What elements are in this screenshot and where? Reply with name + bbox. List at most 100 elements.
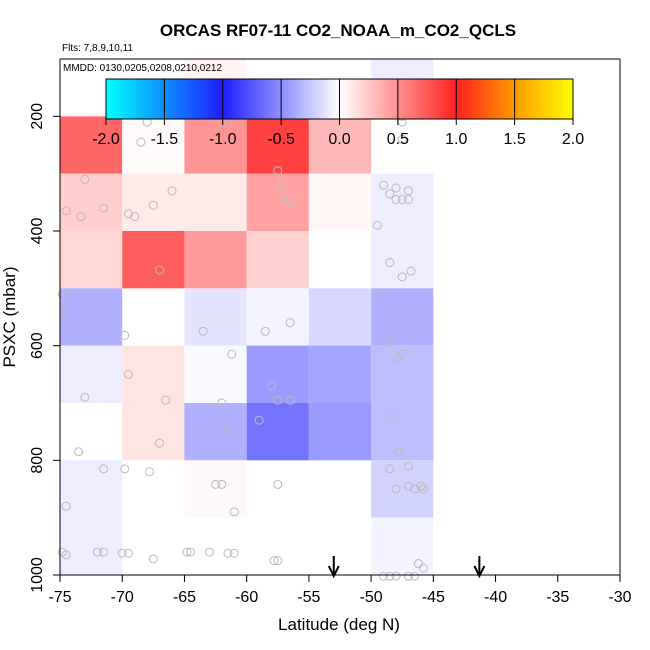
colorbar-ticks: -2.0 -1.5 -1.0 -0.5 0.0 0.5 1.0 1.5 2.0 xyxy=(92,79,584,148)
data-point xyxy=(204,547,214,557)
heatmap-cell xyxy=(308,345,372,403)
x-tick-label: -45 xyxy=(422,589,445,606)
data-point xyxy=(285,318,295,328)
heatmap-cell xyxy=(122,403,185,461)
heatmap-cell xyxy=(60,517,123,575)
colorbar-tick-label: 0.0 xyxy=(328,131,350,148)
data-point xyxy=(136,137,146,147)
data-point xyxy=(372,220,382,230)
data-point xyxy=(61,309,71,319)
data-point xyxy=(80,392,90,402)
data-point xyxy=(391,571,401,581)
heatmap-cell xyxy=(246,231,309,289)
data-point xyxy=(227,349,237,359)
data-point xyxy=(273,166,283,176)
heatmap-cell xyxy=(60,460,123,518)
data-point xyxy=(57,289,67,299)
data-point xyxy=(391,484,401,494)
heatmap-cell xyxy=(308,288,372,346)
x-tick-label: -65 xyxy=(173,589,196,606)
arrow-head xyxy=(327,565,340,579)
data-point xyxy=(186,547,196,557)
arrows-layer xyxy=(327,556,486,579)
data-point xyxy=(410,571,420,581)
data-point xyxy=(229,548,239,558)
data-point xyxy=(167,186,177,196)
heatmap-cell xyxy=(60,173,123,231)
data-point xyxy=(397,349,407,359)
arrow-head xyxy=(473,565,486,579)
data-point xyxy=(123,369,133,379)
heatmap-cell xyxy=(60,231,123,289)
data-point xyxy=(217,398,227,408)
colorbar-tick-label: 1.0 xyxy=(445,131,467,148)
data-point xyxy=(61,501,71,511)
data-point xyxy=(145,467,155,477)
data-point xyxy=(99,464,109,474)
heatmap-cell xyxy=(371,460,434,518)
colorbar: -2.0 -1.5 -1.0 -0.5 0.0 0.5 1.0 1.5 2.0 xyxy=(92,78,584,148)
heatmap-cell xyxy=(371,517,434,575)
data-point xyxy=(61,206,71,216)
y-axis-label: PSXC (mbar) xyxy=(0,266,19,367)
data-point xyxy=(123,548,133,558)
heatmap-cell xyxy=(122,173,185,231)
heatmap-cell xyxy=(371,173,434,231)
heatmap-cell xyxy=(60,116,123,174)
data-point xyxy=(413,559,423,569)
data-point xyxy=(99,203,109,213)
data-point xyxy=(403,571,413,581)
data-point xyxy=(285,395,295,405)
data-point xyxy=(403,186,413,196)
data-point xyxy=(273,395,283,405)
data-point xyxy=(123,209,133,219)
cells-layer xyxy=(60,59,434,575)
data-point xyxy=(198,326,208,336)
data-point xyxy=(273,556,283,566)
data-point xyxy=(418,484,428,494)
x-axis: -75 -70 -65 -60 -55 -50 -45 -40 -35 -30 xyxy=(48,575,632,606)
data-point xyxy=(410,484,420,494)
x-tick-label: -40 xyxy=(484,589,507,606)
data-point xyxy=(223,548,233,558)
data-point xyxy=(385,189,395,199)
data-point xyxy=(385,464,395,474)
data-point xyxy=(217,479,227,489)
y-axis: 200 400 600 800 1000 xyxy=(29,103,60,593)
data-point xyxy=(229,507,239,517)
heatmap-cell xyxy=(308,173,372,231)
data-point xyxy=(182,547,192,557)
data-point xyxy=(161,395,171,405)
heatmap-cell xyxy=(184,231,247,289)
data-point xyxy=(379,180,389,190)
y-tick-label: 800 xyxy=(29,447,46,474)
data-point xyxy=(385,338,395,348)
heatmap-cell xyxy=(308,116,372,174)
x-tick-label: -75 xyxy=(48,589,71,606)
data-point xyxy=(406,266,416,276)
data-point xyxy=(155,438,165,448)
data-point xyxy=(385,258,395,268)
heatmap-cell xyxy=(122,116,185,174)
data-point xyxy=(148,554,158,564)
data-point xyxy=(416,481,426,491)
plot-area xyxy=(57,59,434,581)
data-point xyxy=(211,479,221,489)
x-tick-label: -35 xyxy=(546,589,569,606)
heatmap-cell xyxy=(246,345,309,403)
data-point xyxy=(260,326,270,336)
data-point xyxy=(155,265,165,275)
data-point xyxy=(418,563,428,573)
data-point xyxy=(120,330,130,340)
x-tick-label: -50 xyxy=(360,589,383,606)
heatmap-cell xyxy=(184,116,247,174)
data-point xyxy=(130,212,140,222)
x-tick-label: -70 xyxy=(111,589,134,606)
colorbar-tick-label: -0.5 xyxy=(267,131,295,148)
data-point xyxy=(99,547,109,557)
y-tick-label: 400 xyxy=(29,218,46,245)
heatmap-cell xyxy=(246,173,309,231)
heatmap-cell xyxy=(122,231,185,289)
heatmap-cell xyxy=(184,288,247,346)
data-point xyxy=(391,194,401,204)
